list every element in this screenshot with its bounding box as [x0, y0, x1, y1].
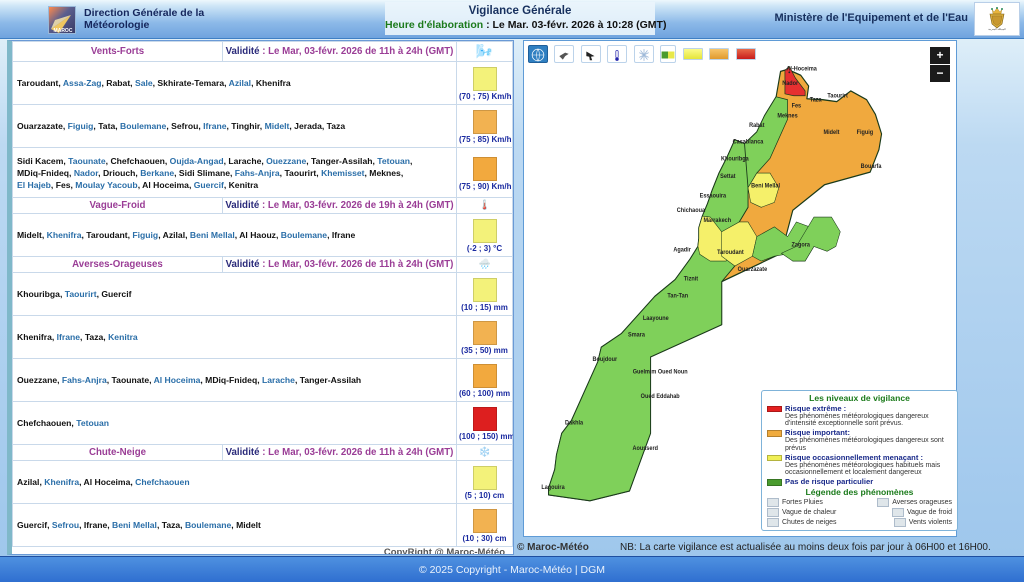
- svg-text:Khouribga: Khouribga: [721, 156, 749, 162]
- svg-text:Tan-Tan: Tan-Tan: [667, 293, 688, 299]
- svg-text:Figuig: Figuig: [857, 130, 874, 136]
- svg-text:Smara: Smara: [628, 332, 646, 338]
- svg-text:MAROC: MAROC: [54, 28, 73, 34]
- svg-text:Rabat: Rabat: [749, 123, 764, 129]
- svg-text:Meknes: Meknes: [777, 113, 798, 119]
- svg-text:Nador: Nador: [782, 81, 799, 87]
- svg-text:Oued Eddahab: Oued Eddahab: [641, 394, 680, 400]
- svg-text:Boujdour: Boujdour: [593, 357, 618, 363]
- svg-text:Midelt: Midelt: [824, 130, 840, 136]
- svg-text:Ouarzazate: Ouarzazate: [738, 267, 768, 273]
- svg-text:Dakhla: Dakhla: [565, 420, 584, 426]
- svg-text:Taroudant: Taroudant: [717, 250, 744, 256]
- svg-text:Laayoune: Laayoune: [643, 316, 669, 322]
- svg-text:Fes: Fes: [792, 103, 802, 109]
- svg-text:Tiznit: Tiznit: [684, 276, 698, 282]
- svg-text:Settat: Settat: [720, 174, 735, 180]
- svg-text:Agadir: Agadir: [673, 247, 691, 253]
- svg-text:Al-Hoceima: Al-Hoceima: [786, 66, 817, 72]
- svg-text:Beni Mellal: Beni Mellal: [751, 184, 780, 190]
- svg-text:Aousserd: Aousserd: [632, 446, 658, 452]
- svg-text:Casablanca: Casablanca: [733, 140, 764, 146]
- svg-text:Lagouira: Lagouira: [541, 485, 565, 491]
- svg-text:Guelmim Oued Noun: Guelmim Oued Noun: [633, 369, 688, 375]
- svg-text:Chichaoua: Chichaoua: [677, 208, 706, 214]
- svg-text:Taourirt: Taourirt: [827, 94, 848, 100]
- svg-text:Taza: Taza: [810, 97, 823, 103]
- svg-text:Zagora: Zagora: [792, 242, 811, 248]
- svg-text:المملكة المغربية: المملكة المغربية: [988, 27, 1006, 31]
- svg-text:Marrakech: Marrakech: [703, 218, 731, 224]
- svg-text:Essaouira: Essaouira: [700, 193, 727, 199]
- svg-text:Bouarfa: Bouarfa: [861, 164, 883, 170]
